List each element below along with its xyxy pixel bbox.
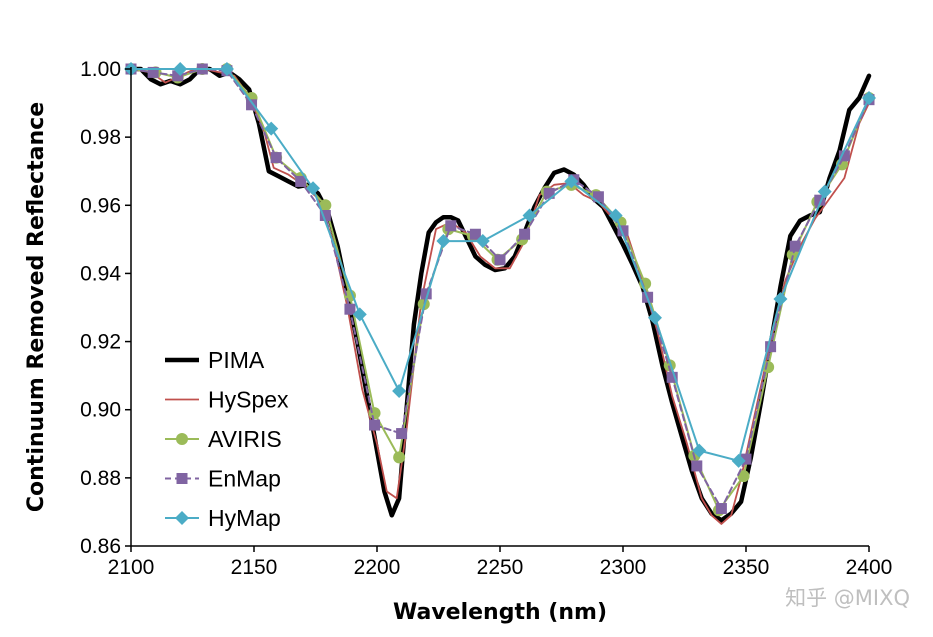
series-hymap-point [392,383,407,398]
series-hymap [124,62,876,468]
y-tick-label: 0.96 [80,194,121,217]
y-tick-label: 0.86 [80,535,121,558]
series-enmap-point [344,303,356,315]
x-tick-label: 2350 [723,556,770,579]
series-enmap-point [765,341,777,353]
series-hymap-point [731,453,746,468]
legend-marker-hymap [175,511,189,525]
series-enmap-point [838,150,850,162]
legend-label-pima: PIMA [208,347,265,373]
legend-label-aviris: AVIRIS [208,426,282,452]
series-pima [128,66,872,523]
y-tick-label: 0.88 [80,467,121,490]
series-enmap-point [445,220,457,232]
legend-item-aviris: AVIRIS [165,426,282,452]
x-tick-label: 2400 [846,556,893,579]
watermark-text: 知乎 @MIXQ [785,586,910,610]
x-axis-title: Wavelength (nm) [393,600,607,625]
series-hymap-point [564,174,579,189]
series-enmap-point [666,371,678,383]
y-tick-label: 0.92 [80,331,121,354]
series-hymap-point [862,90,876,105]
y-tick-label: 0.94 [80,262,121,285]
series-aviris-point [319,199,332,212]
series-aviris-point [762,361,775,374]
y-tick-label: 0.98 [80,126,121,149]
series-hymap-line [130,68,870,462]
series-enmap-point [814,194,826,206]
x-tick-label: 2150 [231,556,278,579]
series-enmap-point [789,240,801,252]
series-enmap-point [295,175,307,187]
series-enmap-point [691,460,703,472]
series-hymap-point [436,234,451,249]
series-aviris-point [786,248,799,261]
series-aviris-point [737,470,750,483]
legend-item-hymap: HyMap [165,505,281,531]
series-hymap-point [173,62,188,76]
y-axis-title: Continuum Removed Reflectance [24,102,49,512]
legend-item-hyspex: HySpex [165,387,289,413]
legend-label-enmap: EnMap [208,466,281,492]
series-hymap-point [264,121,279,136]
series-enmap-point [270,152,282,164]
x-tick-label: 2100 [108,556,155,579]
y-axis-ticks: 0.86 0.88 0.90 0.92 0.94 0.96 0.98 1.00 [80,58,131,558]
series-aviris-point [393,451,406,464]
axes: 0.86 0.88 0.90 0.92 0.94 0.96 0.98 1.00 2100 215… [80,58,892,579]
legend-marker-aviris [176,433,188,445]
series-enmap-point [420,288,432,300]
series-enmap-point [246,99,258,111]
series-enmap-point [592,191,604,203]
series-hymap-point [608,208,623,223]
y-tick-label: 1.00 [80,58,121,81]
series-hymap-point [817,184,832,199]
series-hymap-point [692,443,707,458]
series-enmap-point [715,503,727,515]
series-enmap-point [172,70,184,82]
y-tick-label: 0.90 [80,399,121,422]
series-enmap-point [543,187,555,199]
legend: PIMA HySpex AVIRIS EnMap HyMap [165,347,289,531]
series-enmap-point [319,210,331,222]
series-enmap [125,63,875,515]
series-hymap-point [352,307,367,322]
series-enmap-point [369,419,381,431]
series-pima-line [128,66,872,523]
legend-label-hymap: HyMap [208,505,281,531]
series-enmap-point [469,228,481,240]
legend-item-pima: PIMA [165,347,265,373]
x-tick-label: 2300 [600,556,647,579]
series-hymap-point [475,234,490,249]
series-enmap-point [617,225,629,237]
series-hymap-point [773,291,788,306]
series-enmap-point [147,66,159,78]
series-hymap-point [306,181,321,196]
series-enmap-point [396,428,408,440]
series-hymap-point [522,208,537,223]
series-enmap-point [519,228,531,240]
legend-label-hyspex: HySpex [208,387,289,413]
series-enmap-point [494,254,506,266]
legend-marker-enmap [176,473,188,484]
series-aviris-point [417,298,430,311]
legend-item-enmap: EnMap [165,466,281,492]
x-axis-ticks: 2100 2150 2200 2250 2300 2350 2400 [108,546,893,579]
series-enmap-point [740,453,752,465]
series-layer [124,62,876,525]
series-hymap-point [647,310,662,325]
x-tick-label: 2200 [354,556,401,579]
x-tick-label: 2250 [477,556,524,579]
series-hymap-point [219,62,234,76]
